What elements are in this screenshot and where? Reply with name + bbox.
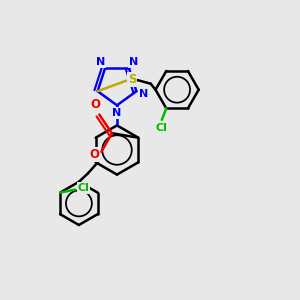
Text: N: N xyxy=(112,108,122,118)
Text: Cl: Cl xyxy=(156,123,168,133)
Text: Cl: Cl xyxy=(78,183,89,193)
Text: O: O xyxy=(91,98,101,112)
Text: N: N xyxy=(139,88,148,99)
Text: S: S xyxy=(128,73,136,86)
Text: O: O xyxy=(89,148,99,161)
Text: N: N xyxy=(96,57,105,67)
Text: N: N xyxy=(129,57,138,67)
